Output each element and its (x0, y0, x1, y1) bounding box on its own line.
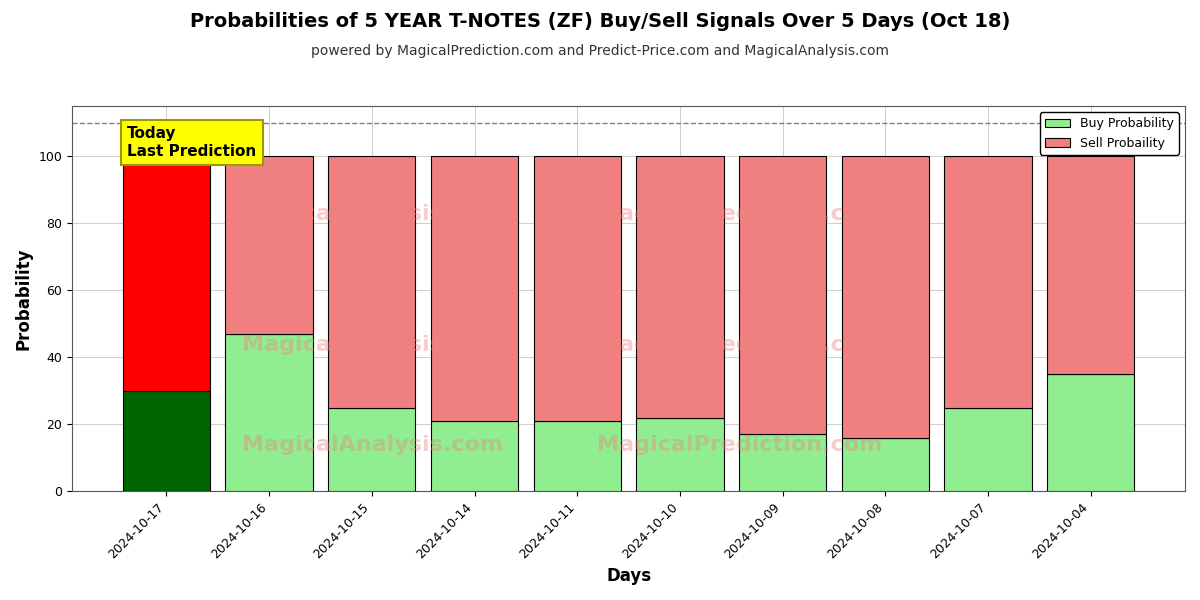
Bar (226, 334, 313, 491)
Text: MagicalPrediction.com: MagicalPrediction.com (598, 335, 882, 355)
Bar (1048, 374, 1134, 491)
Text: MagicalPrediction.com: MagicalPrediction.com (598, 204, 882, 224)
Text: MagicalPrediction.com: MagicalPrediction.com (598, 435, 882, 455)
Text: MagicalAnalysis.com: MagicalAnalysis.com (242, 435, 503, 455)
Bar (636, 418, 724, 491)
Bar (739, 434, 827, 491)
Bar (226, 156, 313, 334)
Bar (328, 407, 415, 491)
X-axis label: Days: Days (606, 567, 652, 585)
Bar (431, 156, 518, 421)
Bar (534, 421, 620, 491)
Text: Today
Last Prediction: Today Last Prediction (127, 126, 257, 158)
Bar (534, 156, 620, 421)
Text: MagicalAnalysis.com: MagicalAnalysis.com (242, 335, 503, 355)
Text: Probabilities of 5 YEAR T-NOTES (ZF) Buy/Sell Signals Over 5 Days (Oct 18): Probabilities of 5 YEAR T-NOTES (ZF) Buy… (190, 12, 1010, 31)
Bar (841, 437, 929, 491)
Bar (636, 156, 724, 418)
Bar (944, 407, 1032, 491)
Bar (122, 163, 210, 391)
Legend: Buy Probability, Sell Probaility: Buy Probability, Sell Probaility (1040, 112, 1178, 155)
Bar (944, 156, 1032, 407)
Y-axis label: Probability: Probability (16, 247, 34, 350)
Bar (328, 156, 415, 407)
Text: MagicalAnalysis.com: MagicalAnalysis.com (242, 204, 503, 224)
Bar (739, 156, 827, 434)
Text: powered by MagicalPrediction.com and Predict-Price.com and MagicalAnalysis.com: powered by MagicalPrediction.com and Pre… (311, 44, 889, 58)
Bar (1048, 156, 1134, 374)
Bar (431, 421, 518, 491)
Bar (122, 391, 210, 491)
Bar (841, 156, 929, 437)
